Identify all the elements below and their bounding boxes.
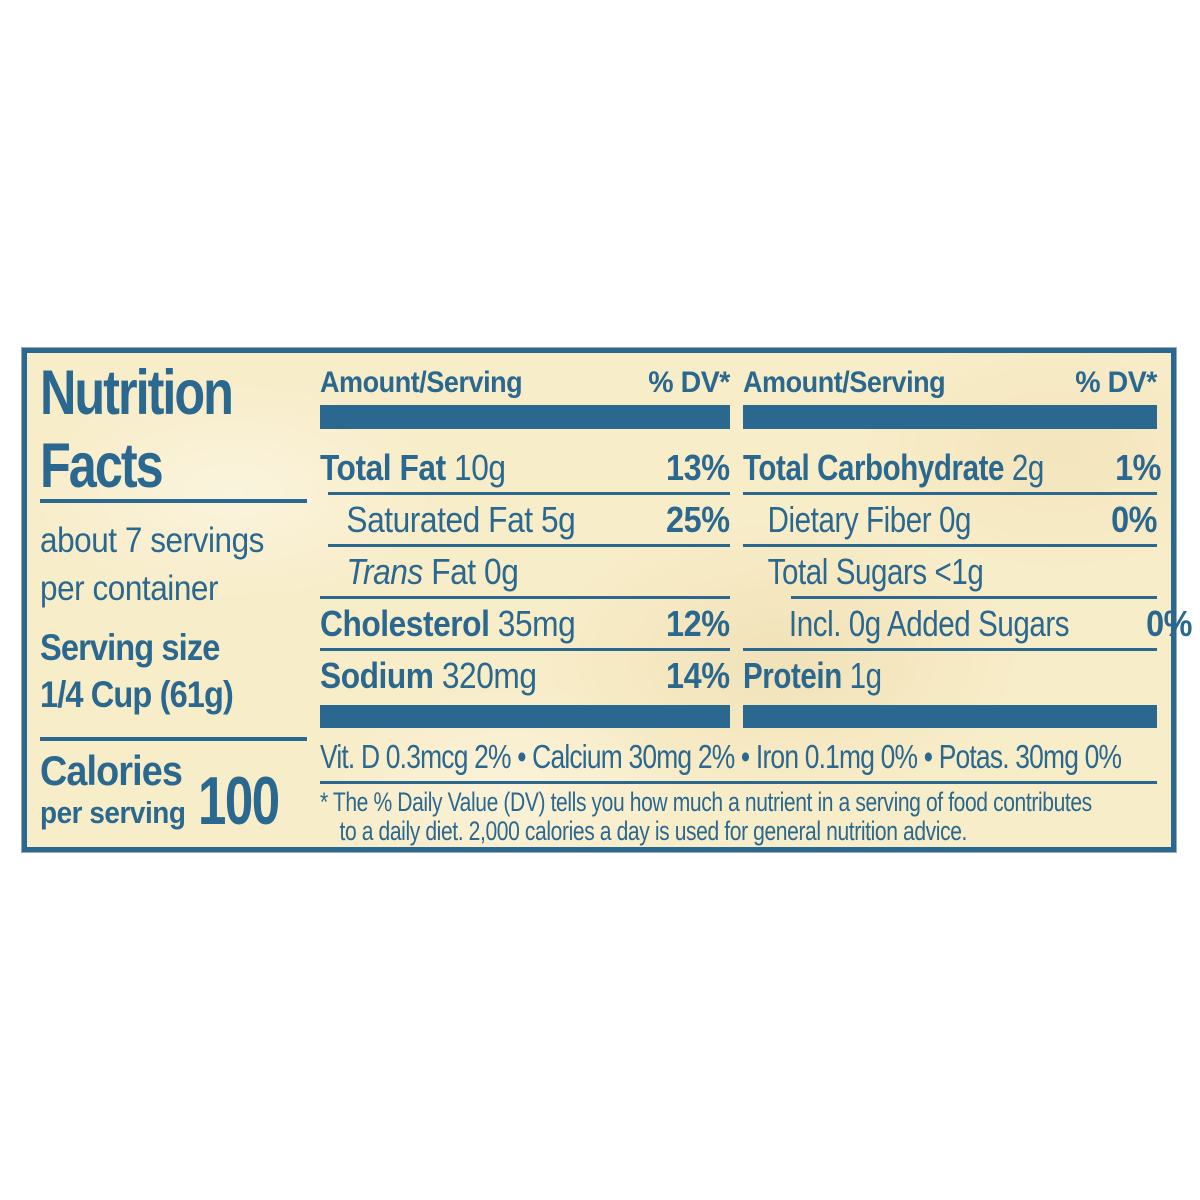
nutrient-amount: Dietary Fiber 0g [767,498,972,540]
nutrient-name: Total Carbohydrate [743,446,1005,488]
percent-dv-header: % DV* [648,366,730,399]
micronutrients-line: Vit. D 0.3mcg 2% • Calcium 30mg 2% • Iro… [320,738,1122,775]
section-bar [743,705,1157,728]
nutrient-rows: Total Fat 10g 13% Saturated Fat 5g 25% T… [320,443,730,700]
nutrient-name: Sodium [320,654,434,696]
separator-line [40,737,307,741]
separator-line [40,499,307,503]
nutrient-row-total-sugars: Total Sugars <1g [743,547,1157,596]
nutrient-row-trans-fat: Trans Fat 0g [320,547,730,596]
separator-line [743,648,1157,651]
nutrient-dv: 13% [666,446,730,488]
nutrient-row-total-carbohydrate: Total Carbohydrate 2g 1% [743,443,1161,492]
nutrient-amount: 320mg [433,654,537,696]
column-header: Amount/Serving % DV* [320,366,730,400]
nutrient-name-italic: Trans [346,550,423,592]
nutrient-dv: 0% [1145,602,1192,644]
nutrient-row-total-fat: Total Fat 10g 13% [320,443,730,492]
serving-size-label: Serving size [40,627,220,668]
calories-block: Calories per serving [40,749,202,833]
nutrient-amount: 1g [841,654,882,696]
serving-size: Serving size 1/4 Cup (61g) [40,624,234,718]
nutrient-name: Cholesterol [320,602,490,644]
nutrient-dv: 1% [1115,446,1161,488]
servings-line-2: per container [40,569,219,608]
label-right-column: Amount/Serving % DV* Total Carbohydrate … [743,353,1192,847]
servings-per-container: about 7 servings per container [40,517,264,613]
nutrient-dv: 12% [666,602,730,644]
nutrient-rows: Total Carbohydrate 2g 1% Dietary Fiber 0… [743,443,1192,700]
nutrient-dv: 0% [1111,498,1157,540]
separator-line [743,492,1157,495]
separator-line [743,544,1157,547]
amount-serving-header: Amount/Serving [320,366,523,399]
nutrient-row-saturated-fat: Saturated Fat 5g 25% [320,495,730,544]
footnote-line-2: to a daily diet. 2,000 calories a day is… [339,816,968,846]
section-bar [320,405,730,429]
label-bottom-section: Vit. D 0.3mcg 2% • Calcium 30mg 2% • Iro… [320,734,1157,846]
amount-serving-header: Amount/Serving [743,366,946,399]
daily-value-footnote: * The % Daily Value (DV) tells you how m… [320,788,1157,846]
nutrition-facts-label: Nutrition Facts about 7 servings per con… [22,348,1192,852]
nutrient-name: Total Fat [320,446,446,488]
column-header: Amount/Serving % DV* [743,366,1157,400]
nutrient-amount: Total Sugars <1g [767,550,984,592]
separator-line [320,648,730,651]
nutrient-amount: 10g [445,446,506,488]
nutrient-amount: 35mg [489,602,576,644]
label-inner: Nutrition Facts about 7 servings per con… [27,353,1192,847]
label-middle-column: Amount/Serving % DV* Total Fat 10g 13% S… [320,353,730,847]
section-bar [743,405,1157,429]
nutrient-amount: 2g [1004,446,1044,488]
separator-line [791,596,1157,599]
footnote-line-1: * The % Daily Value (DV) tells you how m… [320,787,1092,817]
nutrient-row-sodium: Sodium 320mg 14% [320,651,730,700]
separator-line [320,781,1157,784]
percent-dv-header: % DV* [1075,366,1157,399]
nutrient-row-added-sugars: Incl. 0g Added Sugars 0% [743,599,1192,648]
nutrient-amount: Incl. 0g Added Sugars [788,602,1070,644]
separator-line [328,492,730,495]
nutrient-row-cholesterol: Cholesterol 35mg 12% [320,599,730,648]
label-left-column: Nutrition Facts about 7 servings per con… [40,353,315,847]
calories-label: Calories [40,747,183,794]
section-bar [320,705,730,728]
calories-sublabel: per serving [40,795,186,830]
nutrient-row-protein: Protein 1g [743,651,1157,700]
title-line-1: Nutrition [40,358,234,428]
serving-size-value: 1/4 Cup (61g) [40,674,234,715]
nutrient-amount: Fat 0g [422,550,519,592]
nutrition-facts-title: Nutrition Facts [40,357,234,503]
nutrient-amount: Saturated Fat 5g [346,498,576,540]
separator-line [320,596,730,599]
nutrient-dv: 25% [666,498,730,540]
nutrient-name: Protein [743,654,842,696]
calories-value: 100 [198,763,280,839]
separator-line [328,544,730,547]
nutrient-dv: 14% [666,654,730,696]
title-line-2: Facts [40,431,164,501]
nutrient-row-dietary-fiber: Dietary Fiber 0g 0% [743,495,1158,544]
servings-line-1: about 7 servings [40,521,264,560]
